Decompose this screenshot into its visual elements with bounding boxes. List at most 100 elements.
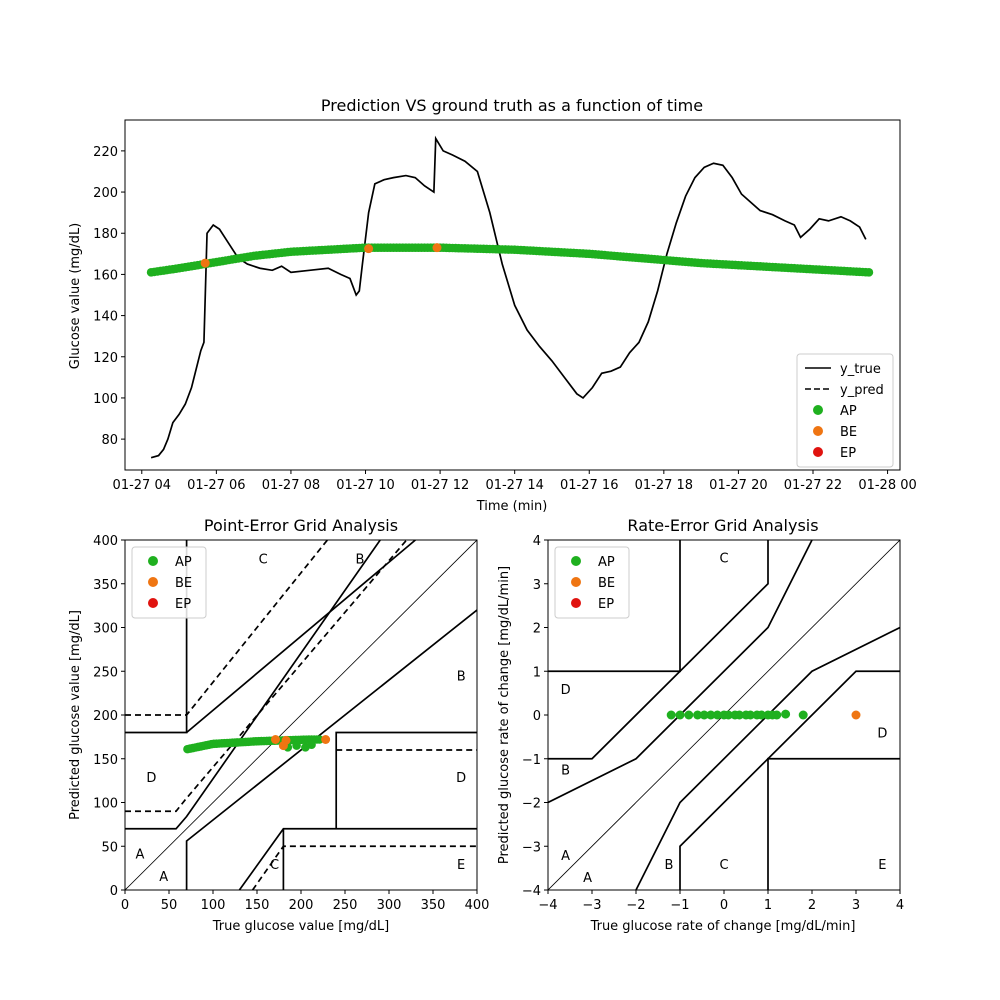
- be-point: [321, 735, 331, 744]
- y-tick-label: 220: [93, 145, 118, 160]
- ap-point: [723, 710, 733, 720]
- ap-point: [734, 710, 744, 720]
- ap-point: [712, 710, 722, 720]
- y-tick-label: 160: [93, 268, 118, 283]
- y-tick-label: 3: [533, 578, 541, 593]
- x-tick-label: 350: [421, 898, 446, 913]
- legend-label: EP: [840, 446, 856, 461]
- zone-a-upper-boundary: [125, 540, 381, 830]
- zone-a-lower-boundary: [635, 626, 900, 890]
- be-point: [851, 710, 861, 720]
- x-tick-label: 50: [161, 898, 178, 913]
- x-tick-label: 01-27 20: [709, 478, 767, 493]
- y-tick-label: 250: [93, 665, 118, 680]
- zone-label-a: A: [159, 870, 168, 885]
- chart-title: Prediction VS ground truth as a function…: [321, 96, 703, 115]
- zone-label-b: B: [457, 670, 466, 685]
- x-axis-label: True glucose value [mg/dL]: [212, 919, 389, 934]
- legend-label: AP: [840, 404, 857, 419]
- zone-b-upper-dashed: [125, 540, 408, 813]
- legend-swatch-ep: [813, 447, 823, 457]
- y-tick-label: −4: [522, 884, 541, 899]
- x-tick-label: −4: [538, 898, 557, 913]
- zone-label-a: A: [583, 871, 592, 886]
- ap-point: [666, 710, 676, 720]
- x-tick-label: 0: [720, 898, 728, 913]
- be-point: [432, 243, 442, 253]
- y-tick-label: 200: [93, 186, 118, 201]
- chart-title: Rate-Error Grid Analysis: [627, 516, 818, 535]
- y-tick-label: −1: [522, 753, 541, 768]
- y-tick-label: −3: [522, 840, 541, 855]
- ap-point: [706, 710, 716, 720]
- legend-box: [554, 546, 630, 619]
- legend-label: EP: [598, 597, 614, 612]
- zone-lines: [548, 540, 900, 890]
- identity-line: [125, 540, 477, 890]
- ap-point: [684, 710, 694, 720]
- y-tick-label: 350: [93, 578, 118, 593]
- y-tick-label: 120: [93, 351, 118, 366]
- point-error-grid-chart: Point-Error Grid Analysis True glucose v…: [68, 516, 489, 934]
- ap-point: [798, 710, 808, 720]
- y-axis-label: Predicted glucose value [mg/dL]: [68, 610, 83, 820]
- x-tick-label: 01-27 12: [411, 478, 469, 493]
- x-tick-label: −1: [670, 898, 689, 913]
- legend-label: AP: [175, 555, 192, 570]
- legend-label: y_true: [840, 362, 881, 377]
- be-point: [278, 741, 288, 751]
- x-tick-label: 3: [852, 898, 860, 913]
- ap-point: [307, 740, 316, 750]
- x-tick-label: 01-27 08: [262, 478, 320, 493]
- x-axis-label: True glucose rate of change [mg/dL/min]: [590, 919, 856, 934]
- plot-area: 01-27 04 01-27 06 01-27 08 01-27 10 01-27 12…: [93, 119, 917, 493]
- x-tick-label: −2: [626, 898, 645, 913]
- zone-label-d: D: [561, 683, 571, 698]
- x-tick-label: 1: [764, 898, 772, 913]
- be-point: [270, 735, 280, 744]
- legend-label: BE: [598, 576, 615, 591]
- x-tick-label: 01-27 14: [485, 478, 543, 493]
- y-tick-label: 2: [533, 622, 541, 637]
- legend-label: AP: [598, 555, 615, 570]
- zone-b-lower-boundary: [679, 670, 900, 890]
- x-tick-label: 4: [896, 898, 904, 913]
- zone-a-upper-boundary: [548, 540, 813, 804]
- zone-label-c: C: [719, 552, 728, 567]
- x-tick-label: 250: [333, 898, 358, 913]
- legend-swatch-ep: [148, 598, 158, 608]
- y-tick-label: 180: [93, 227, 118, 242]
- ap-point: [756, 710, 766, 720]
- ap-point: [675, 710, 685, 720]
- chart-title: Point-Error Grid Analysis: [204, 516, 398, 535]
- x-tick-label: 01-27 10: [336, 478, 394, 493]
- zone-label-e: E: [878, 858, 886, 873]
- x-tick-label: 100: [201, 898, 226, 913]
- zone-label-c: C: [259, 552, 268, 567]
- ap-point: [315, 735, 324, 744]
- legend-swatch-be: [813, 426, 823, 436]
- zone-label-d: D: [456, 771, 466, 786]
- plot-area: 0 50 100 150 200 250 300 350 400 0 50 100 150 200 250 3…: [93, 534, 489, 913]
- y-tick-label: 300: [93, 622, 118, 637]
- be-point: [364, 244, 374, 254]
- zone-label-a: A: [561, 849, 570, 864]
- zone-d-left-boundary: [548, 670, 681, 760]
- y-axis-label: Glucose value (mg/dL): [68, 223, 83, 370]
- legend-box: [131, 546, 207, 619]
- rate-error-grid-chart: Rate-Error Grid Analysis True glucose ra…: [497, 516, 904, 934]
- ap-point: [745, 710, 755, 720]
- zone-a-lower-boundary: [185, 609, 477, 890]
- zone-c-upper-boundary: [679, 540, 769, 672]
- y-tick-label: −2: [522, 797, 541, 812]
- y-tick-label: 80: [101, 433, 118, 448]
- zone-c-upper-dashed: [125, 540, 329, 716]
- zone-label-a: A: [136, 847, 145, 862]
- zone-d-right-boundary: [335, 731, 477, 829]
- ap-point: [781, 709, 791, 719]
- y-axis-label: Predicted glucose rate of change [mg/dL/…: [497, 566, 512, 864]
- time-series-chart: Prediction VS ground truth as a function…: [68, 96, 917, 514]
- zone-label-b: B: [355, 552, 364, 567]
- legend-swatch-ap: [148, 556, 158, 566]
- x-tick-label: 01-27 04: [113, 478, 171, 493]
